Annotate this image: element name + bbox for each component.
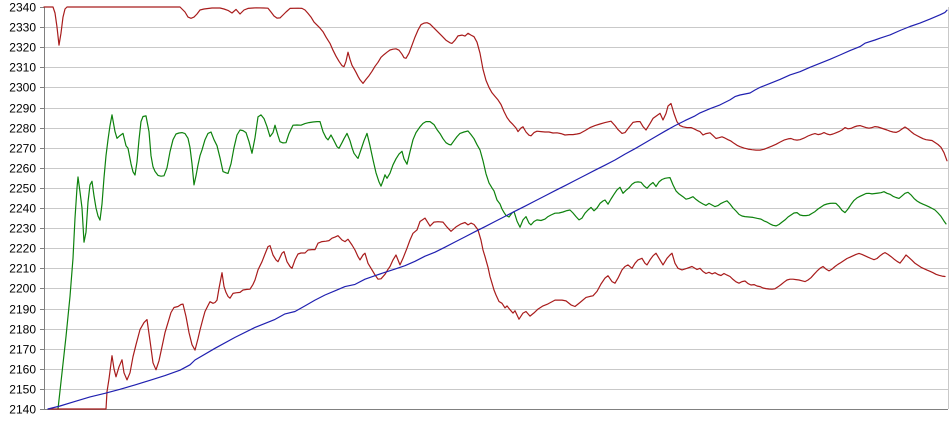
series-lower-red-line	[47, 217, 946, 410]
series-green-line	[57, 114, 947, 410]
y-tick-label: 2140	[9, 403, 36, 417]
y-tick-label: 2320	[9, 41, 36, 55]
y-tick-label: 2170	[9, 343, 36, 357]
y-tick-label: 2300	[9, 81, 36, 95]
y-tick-label: 2250	[9, 182, 36, 196]
y-tick-label: 2280	[9, 122, 36, 136]
y-tick-label: 2230	[9, 222, 36, 236]
y-axis-labels: 2340 2330 2320 2310 2300 2290 2280 2270 2260 2250…	[9, 1, 36, 417]
gridlines	[44, 27, 948, 390]
y-axis-ticks	[40, 7, 44, 410]
y-tick-label: 2270	[9, 142, 36, 156]
y-tick-label: 2150	[9, 383, 36, 397]
y-tick-label: 2200	[9, 282, 36, 296]
series-blue-line	[47, 9, 948, 410]
y-tick-label: 2260	[9, 162, 36, 176]
y-tick-label: 2190	[9, 303, 36, 317]
y-tick-label: 2220	[9, 242, 36, 256]
y-tick-label: 2210	[9, 262, 36, 276]
series-upper-red-line	[43, 6, 948, 162]
y-tick-label: 2240	[9, 202, 36, 216]
y-tick-label: 2340	[9, 1, 36, 15]
y-tick-label: 2330	[9, 21, 36, 35]
y-tick-label: 2290	[9, 102, 36, 116]
y-tick-label: 2180	[9, 323, 36, 337]
y-tick-label: 2160	[9, 363, 36, 377]
y-tick-label: 2310	[9, 61, 36, 75]
